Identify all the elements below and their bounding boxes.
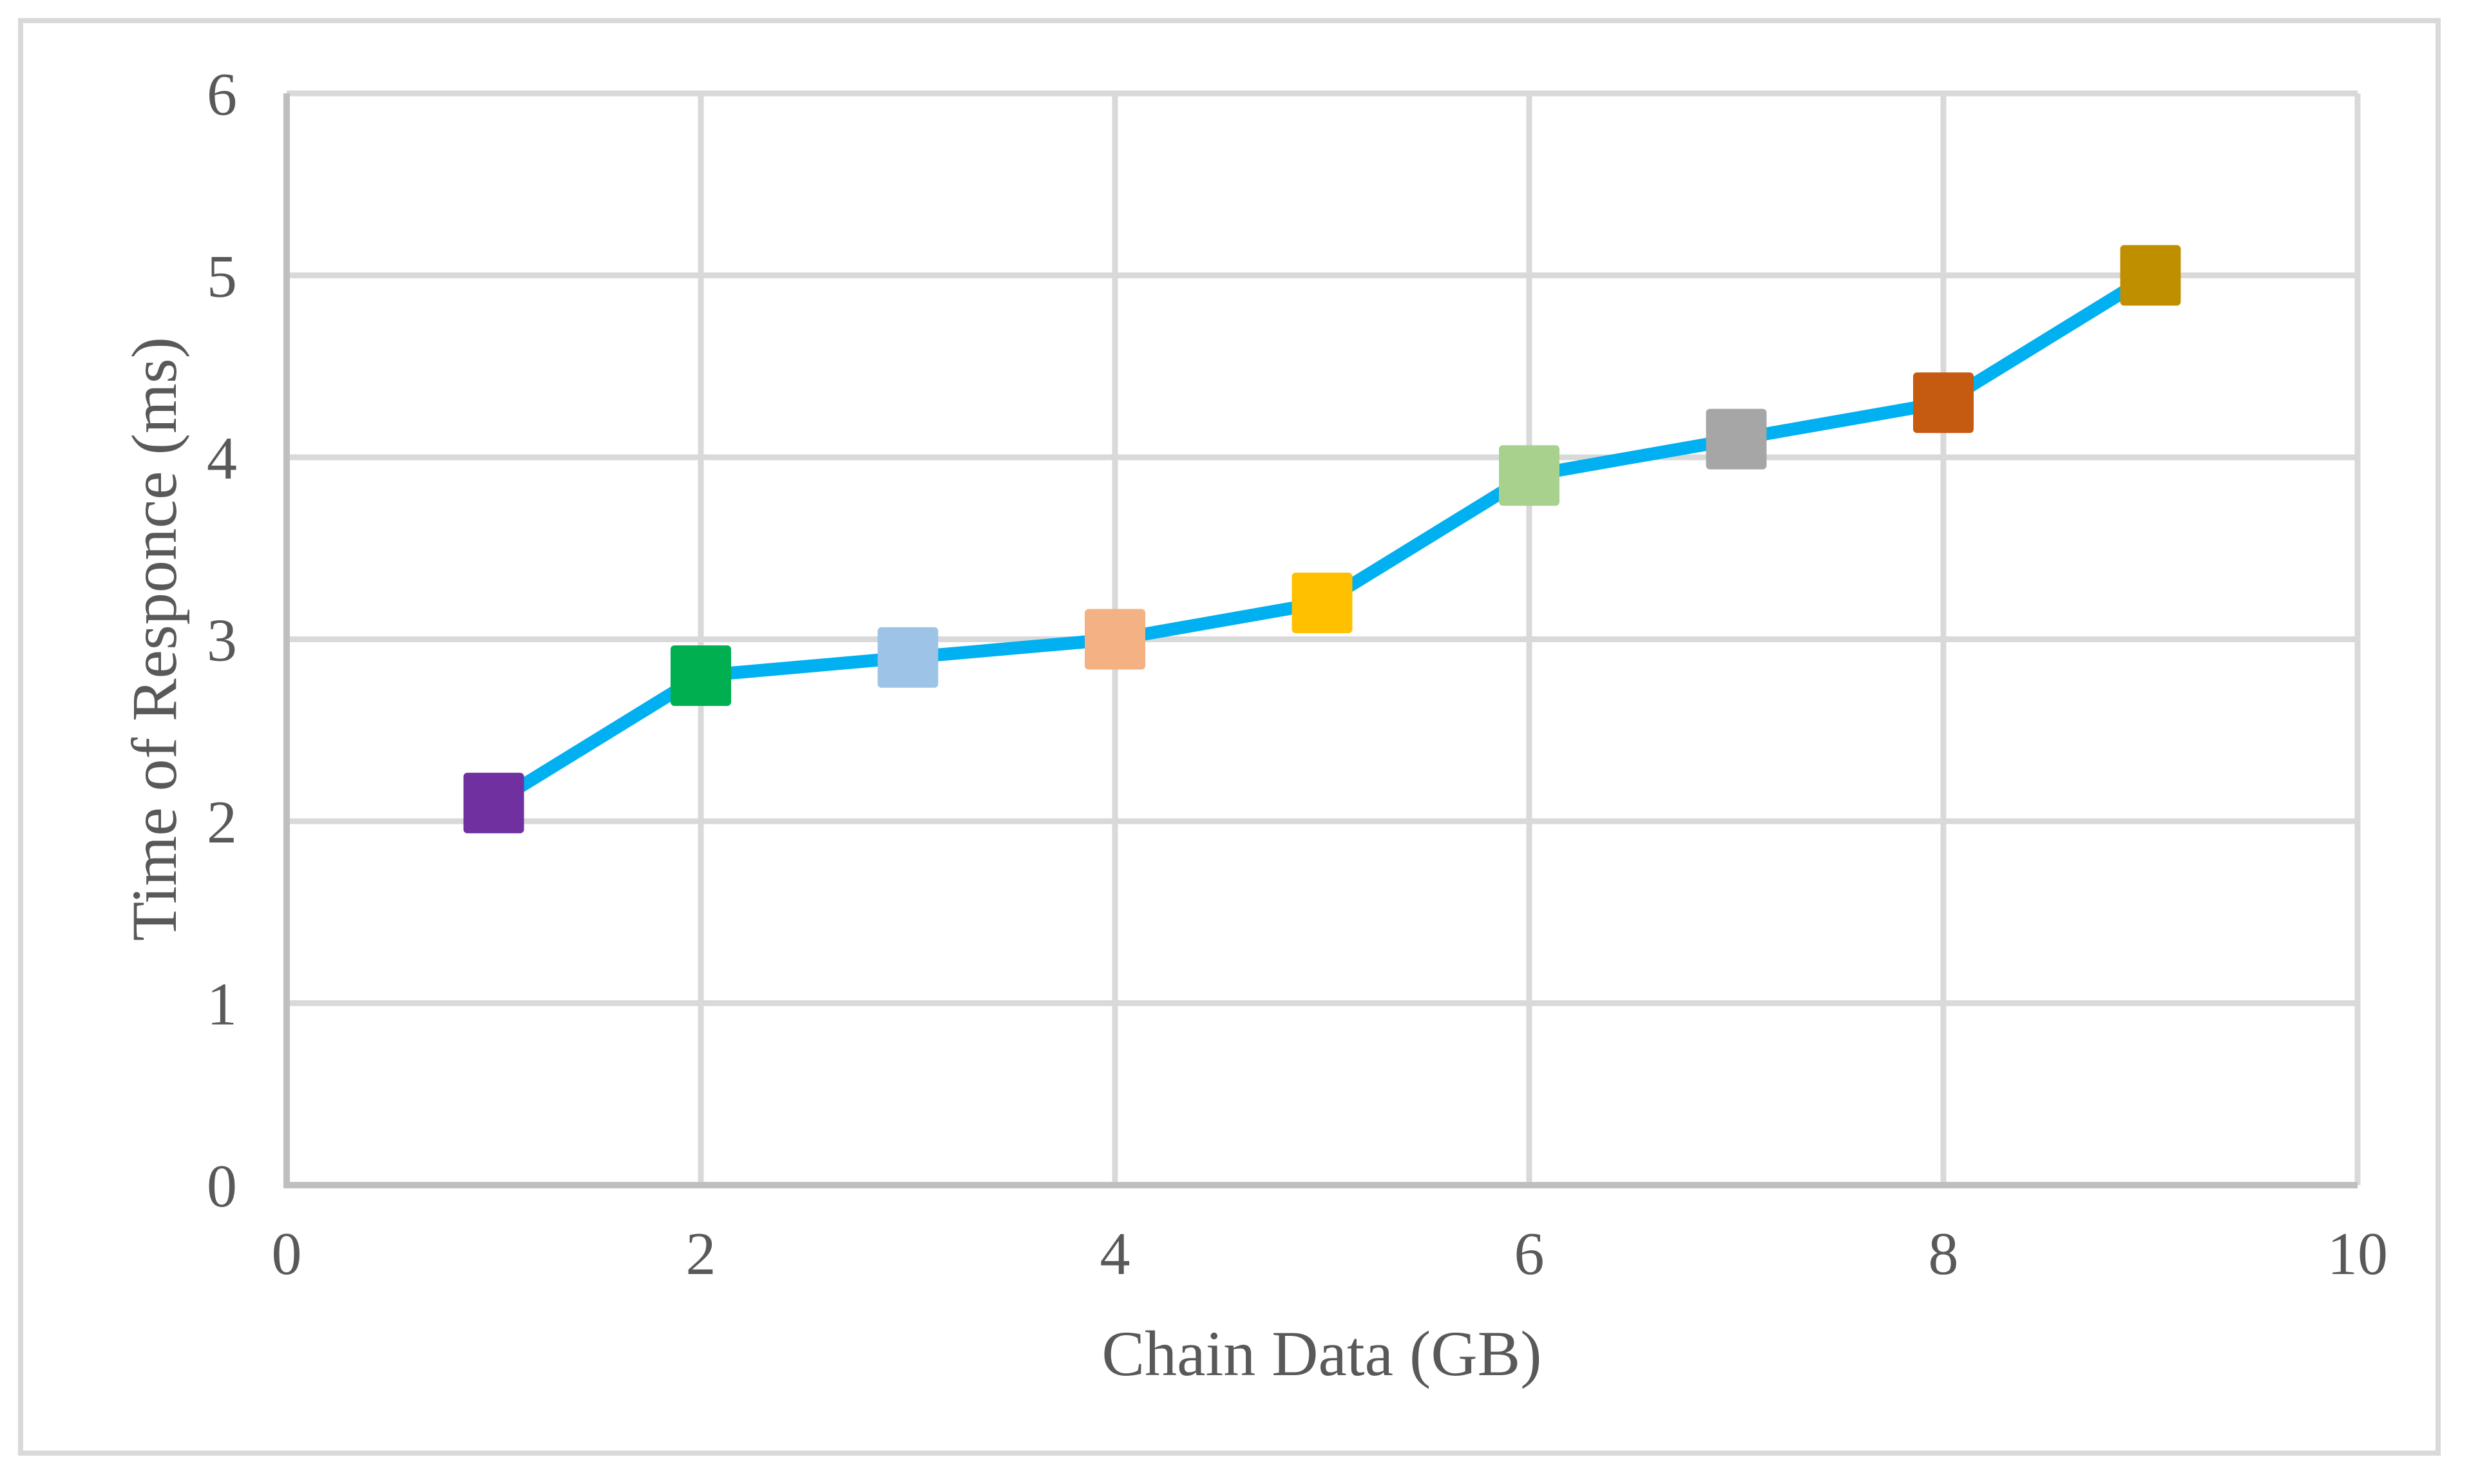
y-tick-label-0: 0 [207,1153,237,1220]
y-tick-label-1: 1 [207,971,237,1038]
y-tick-label-2: 2 [207,789,237,856]
x-tick-label-4: 4 [1100,1221,1130,1288]
data-point-marker-4 [1085,609,1145,670]
x-tick-label-8: 8 [1929,1221,1959,1288]
data-point-marker-1 [463,772,524,833]
data-point-marker-6 [1499,445,1559,506]
data-point-marker-9 [2120,245,2181,306]
x-tick-label-0: 0 [272,1221,302,1288]
x-tick-label-10: 10 [2327,1221,2388,1288]
y-axis-title: Time of Responce (ms) [119,337,190,941]
data-point-marker-2 [671,645,731,706]
y-tick-label-4: 4 [207,425,237,492]
data-point-marker-7 [1706,408,1767,470]
y-tick-label-5: 5 [207,243,237,310]
x-tick-label-2: 2 [686,1221,716,1288]
series-line [487,269,2157,810]
data-point-marker-3 [877,627,939,688]
x-axis-title: Chain Data (GB) [1101,1318,1542,1389]
y-tick-label-3: 3 [207,607,237,674]
data-point-marker-5 [1292,573,1353,633]
y-tick-label-6: 6 [207,61,237,128]
chart-figure-border [18,18,2441,1456]
x-tick-label-6: 6 [1514,1221,1545,1288]
data-point-marker-8 [1913,372,1974,433]
